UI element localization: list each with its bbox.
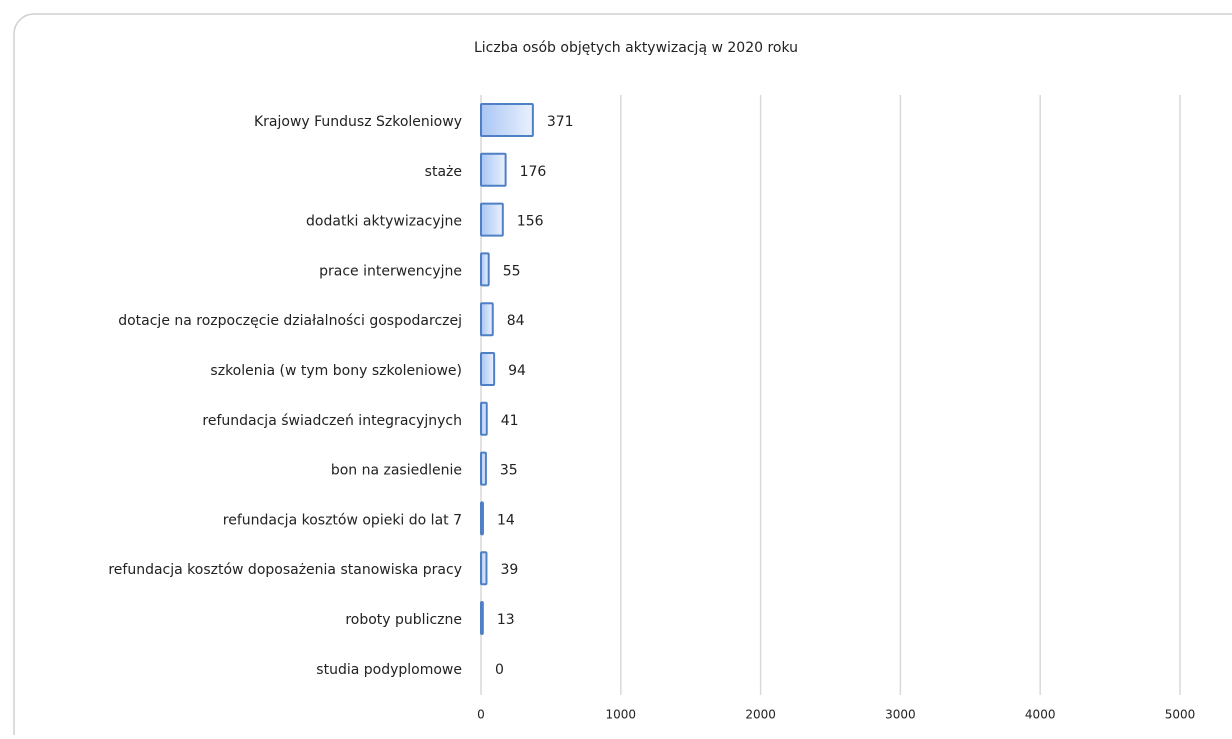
bar xyxy=(480,252,490,287)
y-tick-label: refundacja kosztów doposażenia stanowisk… xyxy=(108,562,462,578)
x-tick-label: 3000 xyxy=(885,708,916,722)
data-label: 371 xyxy=(547,114,574,130)
marks: 371 176 156 55 84 94 41 35 14 39 13 0 xyxy=(480,103,574,678)
y-tick-label: prace interwencyjne xyxy=(319,263,462,279)
data-label: 39 xyxy=(500,562,518,578)
data-label: 55 xyxy=(503,263,521,279)
bar xyxy=(480,152,507,187)
bar xyxy=(480,103,534,137)
y-tick-label: studia podyplomowe xyxy=(316,662,462,678)
y-tick-label: staże xyxy=(425,164,462,180)
grid xyxy=(480,95,1181,695)
y-tick-label: bon na zasiedlenie xyxy=(331,463,462,479)
data-label: 13 xyxy=(497,612,515,628)
data-label: 84 xyxy=(507,313,525,329)
bar xyxy=(480,302,494,337)
data-label: 41 xyxy=(501,413,519,429)
bar xyxy=(480,501,484,536)
x-tick-label: 0 xyxy=(477,708,485,722)
y-tick-label: Krajowy Fundusz Szkoleniowy xyxy=(254,114,462,130)
y-tick-label: szkolenia (w tym bony szkoleniowe) xyxy=(210,363,462,379)
y-tick-label: refundacja kosztów opieki do lat 7 xyxy=(223,512,462,528)
x-tick-label: 1000 xyxy=(606,708,637,722)
data-label: 14 xyxy=(497,512,515,528)
chart-title: Liczba osób objętych aktywizacją w 2020 … xyxy=(474,40,798,56)
bar xyxy=(480,202,504,237)
data-label: 0 xyxy=(495,662,504,678)
y-tick-label: roboty publiczne xyxy=(345,612,462,628)
y-tick-label: dodatki aktywizacyjne xyxy=(306,214,462,230)
y-tick-label: refundacja świadczeń integracyjnych xyxy=(202,413,462,429)
bar xyxy=(480,601,484,635)
data-label: 156 xyxy=(517,214,544,230)
data-label: 35 xyxy=(500,463,518,479)
bar xyxy=(480,352,496,386)
chart-frame xyxy=(13,13,1232,739)
x-tick-label: 4000 xyxy=(1025,708,1056,722)
x-tick-label: 2000 xyxy=(745,708,776,722)
bar xyxy=(480,451,487,486)
x-tick-label: 5000 xyxy=(1165,708,1196,722)
data-label: 94 xyxy=(508,363,526,379)
y-tick-label: dotacje na rozpoczęcie działalności gosp… xyxy=(118,313,462,329)
bar xyxy=(480,401,488,436)
data-label: 176 xyxy=(520,164,547,180)
bar xyxy=(480,551,488,586)
